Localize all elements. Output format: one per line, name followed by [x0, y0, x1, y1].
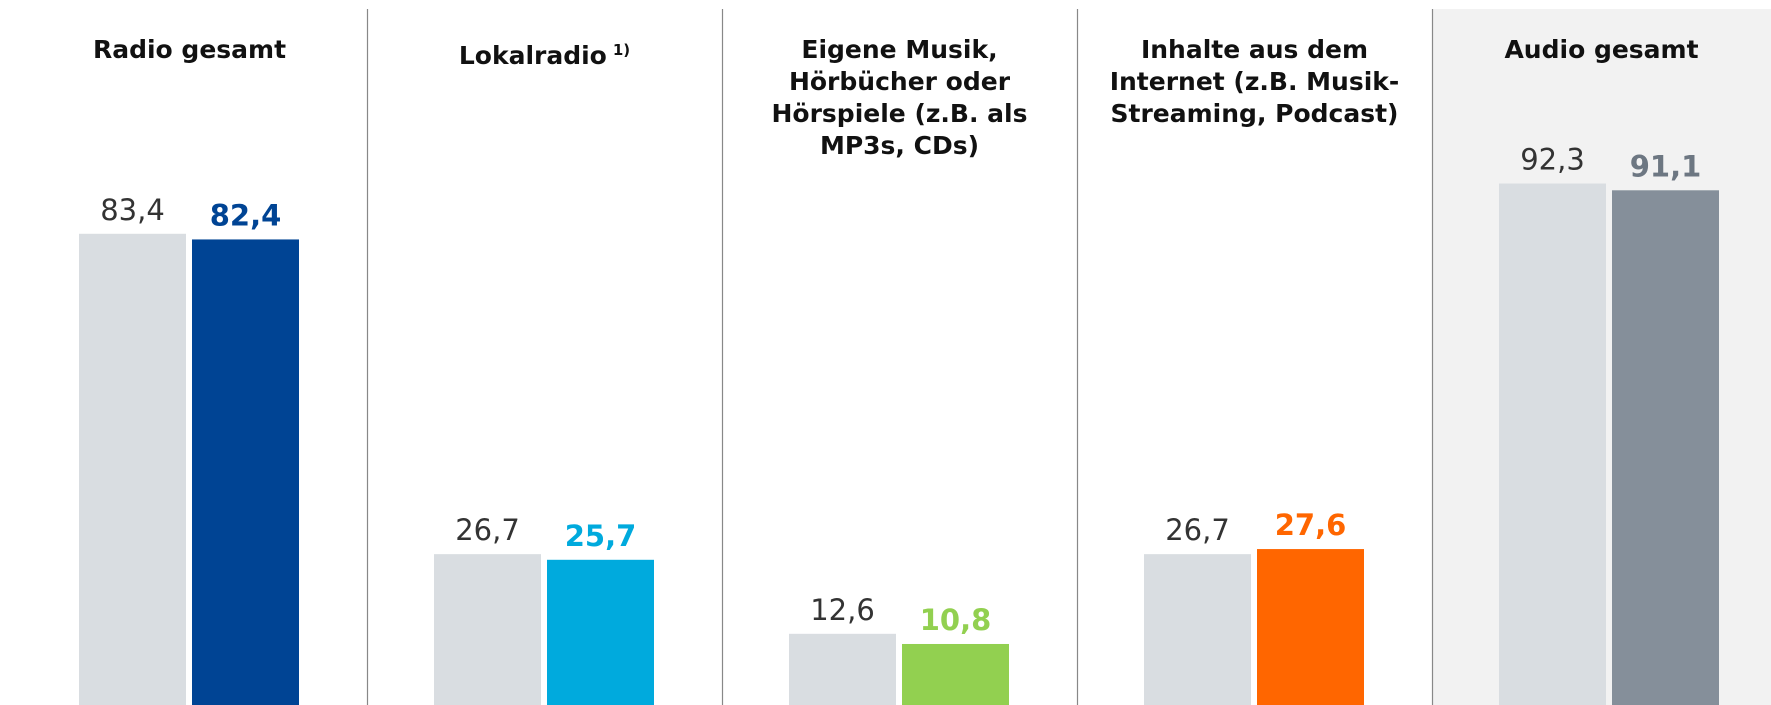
bar [789, 633, 896, 705]
panel-title-text: Lokalradio [458, 41, 607, 70]
value-label: 27,6 [1275, 508, 1347, 542]
panel-title-text: Radio gesamt [92, 35, 287, 64]
panel-title: Audio gesamt [1447, 34, 1757, 66]
bar [434, 554, 541, 705]
bar [79, 233, 186, 705]
value-label: 26,7 [455, 513, 520, 547]
bar [902, 643, 1009, 705]
panel-title: Inhalte aus dem Internet (z.B. Musik-Str… [1100, 34, 1410, 130]
panel-title-text: Inhalte aus dem Internet (z.B. Musik-Str… [1109, 35, 1400, 128]
value-label: 25,7 [565, 519, 637, 553]
bar [547, 559, 654, 705]
value-label: 83,4 [100, 193, 165, 227]
bar [1499, 183, 1606, 705]
value-label: 82,4 [210, 198, 282, 232]
value-label: 92,3 [1520, 143, 1585, 177]
value-label: 26,7 [1165, 513, 1230, 547]
bar [192, 239, 299, 705]
panel-title: Eigene Musik, Hörbücher oder Hörspiele (… [745, 34, 1055, 162]
bar [1144, 554, 1251, 705]
value-label: 10,8 [920, 603, 992, 637]
bar [1612, 190, 1719, 705]
value-label: 12,6 [810, 593, 875, 627]
footnote-mark: 1) [612, 41, 631, 59]
panel-title-text: Eigene Musik, Hörbücher oder Hörspiele (… [771, 35, 1028, 160]
bar [1257, 549, 1364, 705]
panel-title-text: Audio gesamt [1504, 35, 1699, 64]
panel-title: Radio gesamt [35, 34, 345, 66]
value-label: 91,1 [1630, 149, 1702, 183]
panel-title: Lokalradio 1) [390, 34, 700, 72]
